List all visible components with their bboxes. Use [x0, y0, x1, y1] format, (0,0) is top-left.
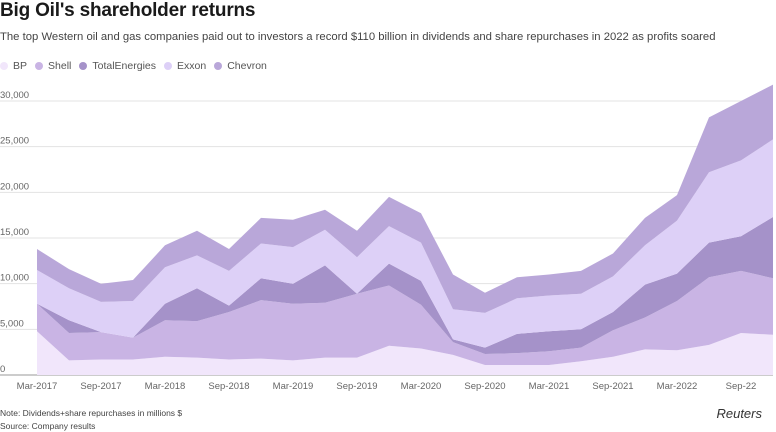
x-tick-label: Sep-2019 [336, 381, 377, 392]
x-tick-label: Mar-2017 [17, 381, 58, 392]
x-tick-label: Sep-2021 [592, 381, 633, 392]
y-tick-label: 20,000 [0, 181, 29, 192]
y-tick-label: 0 [0, 364, 5, 375]
y-tick-label: 30,000 [0, 90, 29, 101]
legend-label: Exxon [177, 60, 207, 72]
area-shell [37, 270, 773, 365]
chart-subtitle: The top Western oil and gas companies pa… [0, 31, 716, 43]
legend-label: Chevron [227, 60, 267, 72]
legend-item-shell: Shell [35, 60, 71, 72]
y-tick-label: 5,000 [0, 318, 24, 329]
legend-item-chevron: Chevron [214, 60, 267, 72]
x-tick-label: Sep-2020 [464, 381, 505, 392]
x-tick-label: Mar-2018 [145, 381, 186, 392]
area-totalenergies [37, 217, 773, 354]
x-tick-label: Mar-2022 [657, 381, 698, 392]
y-tick-label: 25,000 [0, 136, 29, 147]
x-tick-label: Sep-2018 [208, 381, 249, 392]
legend-item-totalenergies: TotalEnergies [79, 60, 156, 72]
legend: BP Shell TotalEnergies Exxon Chevron [0, 60, 267, 72]
x-tick-label: Mar-2020 [401, 381, 442, 392]
y-axis: 0 5,000 10,000 15,000 20,000 25,000 30,000 [0, 90, 29, 375]
x-tick-label: Sep-22 [726, 381, 757, 392]
legend-swatch [35, 62, 44, 70]
x-tick-label: Mar-2019 [273, 381, 314, 392]
legend-item-bp: BP [0, 60, 27, 72]
legend-label: BP [13, 60, 28, 72]
chart-title: Big Oil's shareholder returns [0, 0, 256, 21]
x-axis: Mar-2017 Sep-2017 Mar-2018 Sep-2018 Mar-2019… [17, 381, 757, 392]
footnote: Note: Dividends+share repurchases in mil… [0, 408, 183, 418]
legend-swatch [79, 62, 88, 70]
area-series [37, 84, 773, 375]
area-exxon [37, 139, 773, 348]
legend-label: Shell [48, 60, 72, 72]
legend-swatch [164, 62, 172, 70]
x-tick-label: Sep-2017 [80, 381, 121, 392]
area-chevron [37, 84, 773, 313]
legend-item-exxon: Exxon [164, 60, 206, 72]
y-tick-label: 10,000 [0, 273, 29, 284]
legend-swatch [0, 62, 8, 70]
y-tick-label: 15,000 [0, 227, 29, 238]
legend-label: TotalEnergies [92, 60, 156, 72]
x-tick-label: Mar-2021 [529, 381, 570, 392]
reuters-logo: Reuters [716, 406, 762, 421]
source-note: Source: Company results [0, 421, 96, 431]
legend-swatch [214, 62, 223, 70]
area-bp [37, 331, 773, 375]
